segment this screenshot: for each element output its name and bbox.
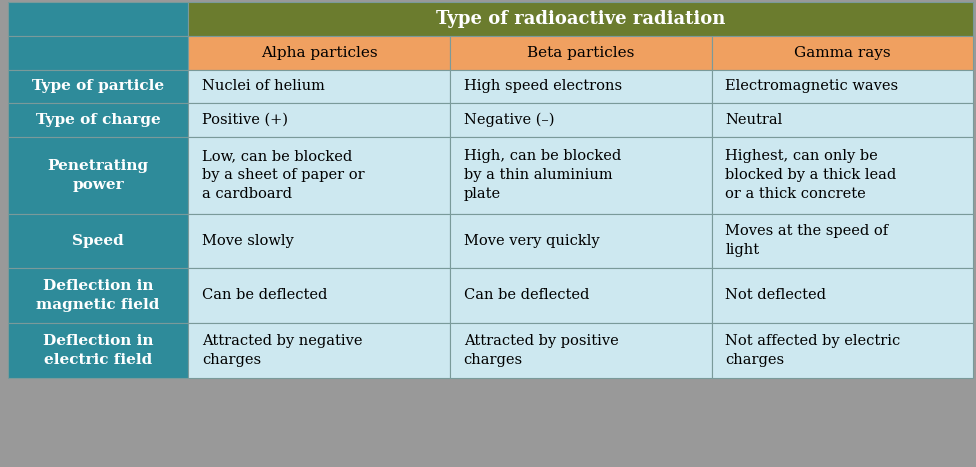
FancyBboxPatch shape — [188, 323, 450, 378]
FancyBboxPatch shape — [450, 137, 712, 214]
FancyBboxPatch shape — [188, 2, 973, 36]
FancyBboxPatch shape — [450, 103, 712, 137]
FancyBboxPatch shape — [712, 36, 973, 70]
FancyBboxPatch shape — [450, 268, 712, 323]
FancyBboxPatch shape — [712, 323, 973, 378]
FancyBboxPatch shape — [188, 268, 450, 323]
FancyBboxPatch shape — [712, 103, 973, 137]
Text: Moves at the speed of
light: Moves at the speed of light — [725, 224, 888, 257]
Text: Move very quickly: Move very quickly — [464, 234, 599, 248]
FancyBboxPatch shape — [712, 137, 973, 214]
FancyBboxPatch shape — [450, 323, 712, 378]
Text: Negative (–): Negative (–) — [464, 113, 554, 127]
Text: Move slowly: Move slowly — [202, 234, 294, 248]
FancyBboxPatch shape — [8, 323, 188, 378]
Text: High speed electrons: High speed electrons — [464, 79, 622, 93]
FancyBboxPatch shape — [188, 70, 450, 103]
Text: Low, can be blocked
by a sheet of paper or
a cardboard: Low, can be blocked by a sheet of paper … — [202, 149, 365, 201]
Text: Deflection in
electric field: Deflection in electric field — [43, 334, 153, 367]
Text: Beta particles: Beta particles — [527, 46, 634, 60]
Text: Penetrating
power: Penetrating power — [48, 159, 148, 192]
FancyBboxPatch shape — [188, 103, 450, 137]
Text: Type of particle: Type of particle — [32, 79, 164, 93]
FancyBboxPatch shape — [8, 36, 188, 70]
Text: Alpha particles: Alpha particles — [261, 46, 378, 60]
FancyBboxPatch shape — [450, 36, 712, 70]
FancyBboxPatch shape — [8, 137, 188, 214]
FancyBboxPatch shape — [8, 103, 188, 137]
Text: Can be deflected: Can be deflected — [464, 288, 589, 302]
Text: Positive (+): Positive (+) — [202, 113, 288, 127]
FancyBboxPatch shape — [8, 70, 188, 103]
Text: Attracted by negative
charges: Attracted by negative charges — [202, 334, 362, 367]
FancyBboxPatch shape — [8, 2, 188, 36]
Text: Type of radioactive radiation: Type of radioactive radiation — [436, 10, 725, 28]
FancyBboxPatch shape — [8, 268, 188, 323]
Text: Speed: Speed — [72, 234, 124, 248]
FancyBboxPatch shape — [188, 214, 450, 268]
FancyBboxPatch shape — [188, 137, 450, 214]
Text: Attracted by positive
charges: Attracted by positive charges — [464, 334, 619, 367]
Text: Not affected by electric
charges: Not affected by electric charges — [725, 334, 901, 367]
FancyBboxPatch shape — [450, 70, 712, 103]
Text: Type of charge: Type of charge — [36, 113, 160, 127]
Text: Neutral: Neutral — [725, 113, 783, 127]
Text: Gamma rays: Gamma rays — [793, 46, 891, 60]
FancyBboxPatch shape — [712, 70, 973, 103]
FancyBboxPatch shape — [188, 36, 450, 70]
Text: Electromagnetic waves: Electromagnetic waves — [725, 79, 898, 93]
FancyBboxPatch shape — [712, 268, 973, 323]
FancyBboxPatch shape — [712, 214, 973, 268]
Text: Nuclei of helium: Nuclei of helium — [202, 79, 325, 93]
FancyBboxPatch shape — [450, 214, 712, 268]
Text: Highest, can only be
blocked by a thick lead
or a thick concrete: Highest, can only be blocked by a thick … — [725, 149, 896, 201]
Text: High, can be blocked
by a thin aluminium
plate: High, can be blocked by a thin aluminium… — [464, 149, 621, 201]
Text: Deflection in
magnetic field: Deflection in magnetic field — [36, 279, 160, 311]
FancyBboxPatch shape — [8, 214, 188, 268]
Text: Not deflected: Not deflected — [725, 288, 826, 302]
Text: Can be deflected: Can be deflected — [202, 288, 327, 302]
